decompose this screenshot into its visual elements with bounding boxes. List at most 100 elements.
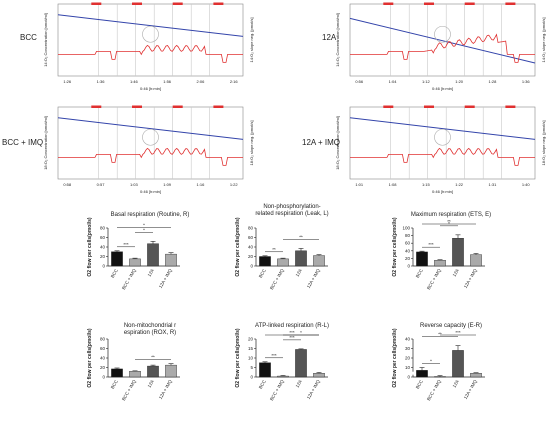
- y-tick-label: 0: [250, 264, 253, 269]
- bar: [277, 258, 289, 267]
- bar-chart-5: Reverse capacity (E-R) 0 10 20 30 40 O2 flow p…: [392, 323, 485, 402]
- bar-chart-2: Maximum respiration (ETS, E) 0 20 40 60 80 100…: [392, 212, 491, 291]
- significance-label: *: [143, 227, 145, 232]
- y-tick-label: 40: [100, 356, 106, 361]
- y-tick-label: 15: [248, 346, 254, 351]
- y-axis-label: O2 flow per cells(pmol/s): [87, 217, 93, 277]
- trace-panel-2: BCC + IMQ 18:O₂ Concentration [nmol/ml] 18…: [2, 105, 254, 194]
- significance-label: ***: [289, 330, 295, 335]
- slope-line: [350, 33, 535, 63]
- bar: [259, 256, 271, 267]
- trace-tick-label: 0:57: [97, 182, 106, 187]
- trace-xlabel: 0:46 [h:min]: [140, 86, 161, 91]
- event-tag: [172, 2, 183, 5]
- significance-label: ***: [289, 335, 295, 340]
- trace-label: 12A: [322, 33, 337, 42]
- bar: [165, 253, 177, 267]
- y-axis-label: O2 flow per cells(pmol/s): [392, 328, 398, 388]
- bar: [129, 371, 141, 378]
- trace-frame: [57, 106, 244, 180]
- y-tick-label: 10: [248, 356, 254, 361]
- y-tick-label: 60: [100, 235, 106, 240]
- axis-break: [410, 371, 485, 375]
- bar: [470, 373, 482, 378]
- y-tick-label: 60: [405, 241, 411, 246]
- x-tick-label: 12A + IMQ: [463, 379, 478, 400]
- significance-label: **: [438, 332, 442, 337]
- concentration-line: [349, 117, 536, 140]
- trace-tick-label: 1:36: [522, 79, 531, 84]
- y-tick-label: 40: [100, 245, 106, 250]
- y-axis-label: O2 flow per cells(pmol/s): [87, 328, 93, 388]
- bar: [313, 373, 325, 378]
- event-tag: [424, 105, 434, 108]
- event-tag: [383, 105, 394, 108]
- x-tick-label: 12A + IMQ: [158, 268, 173, 289]
- x-tick-label: BCC + IMQ: [426, 268, 442, 291]
- bar: [452, 238, 464, 267]
- x-tick-label: 12A: [147, 268, 155, 277]
- trace-tick-label: 1:12: [422, 79, 431, 84]
- y-tick-label: 0: [102, 375, 105, 380]
- x-tick-label: 12A: [147, 379, 155, 388]
- event-tag: [91, 105, 102, 108]
- trace-tick-label: 1:56: [163, 79, 172, 84]
- x-tick-label: BCC: [258, 378, 267, 389]
- x-tick-label: BCC + IMQ: [121, 379, 137, 402]
- trace-label: BCC: [20, 33, 37, 42]
- slope-line: [58, 147, 243, 166]
- x-tick-label: 12A: [452, 379, 460, 388]
- event-tag: [464, 105, 475, 108]
- significance-label: **: [272, 247, 276, 252]
- trace-tick-label: 1:08: [389, 182, 398, 187]
- x-tick-label: 12A + IMQ: [158, 379, 173, 400]
- trace-ylabel-right: 18:O₂ slope neg. [pmol/s]: [541, 121, 546, 166]
- y-axis-label: O2 flow per cells(pmol/s): [235, 217, 241, 277]
- trace-tick-label: 1:31: [489, 182, 498, 187]
- x-tick-label: BCC: [110, 267, 119, 278]
- bar-chart-1: Non-phosphorylation-related respiration …: [235, 204, 329, 291]
- y-tick-label: 0: [102, 264, 105, 269]
- y-tick-label: 80: [248, 226, 254, 231]
- y-tick-label: 40: [248, 245, 254, 250]
- y-tick-label: 5: [250, 365, 253, 370]
- trace-label: BCC + IMQ: [2, 138, 43, 147]
- y-axis-label: O2 flow per cells(pmol/s): [235, 328, 241, 388]
- trace-tick-label: 1:46: [130, 79, 139, 84]
- chart-title: Maximum respiration (ETS, E): [411, 212, 491, 218]
- y-tick-label: 30: [405, 346, 411, 351]
- trace-tick-label: 1:36: [97, 79, 106, 84]
- trace-tick-label: 1:16: [197, 182, 206, 187]
- x-tick-label: BCC + IMQ: [121, 268, 137, 291]
- bar: [259, 362, 271, 378]
- chart-title: Non-phosphorylation-related respiration …: [255, 204, 328, 217]
- concentration-line: [57, 117, 244, 140]
- x-tick-label: 12A + IMQ: [463, 268, 478, 289]
- trace-tick-label: 1:22: [455, 182, 464, 187]
- trace-tick-label: 1:40: [522, 182, 531, 187]
- trace-frame: [57, 3, 244, 77]
- trace-ylabel-left: 18:O₂ Concentration [nmol/ml]: [43, 116, 48, 170]
- trace-tick-label: 1:26: [63, 79, 72, 84]
- trace-tick-label: 1:01: [355, 182, 364, 187]
- trace-tick-label: 0:56: [355, 79, 364, 84]
- significance-label: ***: [428, 242, 434, 247]
- concentration-line: [349, 17, 536, 64]
- y-tick-label: 0: [407, 264, 410, 269]
- significance-label: ***: [271, 353, 277, 358]
- trace-xlabel: 0:46 [h:min]: [432, 86, 453, 91]
- watermark-icon: [434, 128, 451, 146]
- bar: [295, 250, 307, 267]
- slope-line: [350, 147, 535, 166]
- x-tick-label: 12A + IMQ: [306, 268, 321, 289]
- bar: [434, 260, 446, 267]
- trace-panels: BCC 14:O₂ Concentration [nmol/ml] 14:O₂ sl…: [2, 2, 546, 194]
- event-tag: [213, 2, 224, 5]
- y-tick-label: 60: [100, 346, 106, 351]
- watermark-icon: [434, 25, 451, 43]
- concentration-line: [57, 14, 244, 37]
- trace-label: 12A + IMQ: [302, 138, 340, 147]
- bar: [277, 375, 289, 378]
- chart-title: Non-mitochondrial r espiration (ROX, R): [124, 323, 176, 336]
- event-tag: [505, 2, 516, 5]
